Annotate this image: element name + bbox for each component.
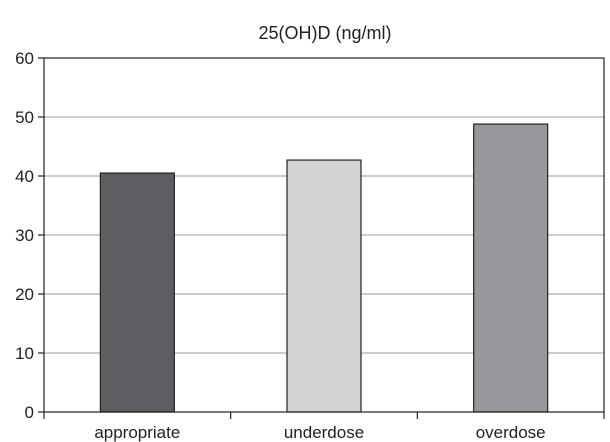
plot-frame <box>43 57 605 413</box>
y-tick-label-0: 0 <box>25 403 34 422</box>
y-tick-label-30: 30 <box>15 226 34 245</box>
bars <box>99 123 549 413</box>
x-category-label-overdose: overdose <box>476 423 546 442</box>
bar-underdose <box>286 159 362 413</box>
y-tick-label-10: 10 <box>15 344 34 363</box>
x-category-label-underdose: underdose <box>284 423 364 442</box>
bar-overdose <box>473 123 549 413</box>
x-category-label-appropriate: appropriate <box>94 423 180 442</box>
axes <box>38 57 605 419</box>
chart-title: 25(OH)D (ng/ml) <box>258 23 391 43</box>
y-tick-label-20: 20 <box>15 285 34 304</box>
axis-labels: 0 10 20 30 40 50 60 appropriate underdose overdos… <box>15 49 546 442</box>
y-tick-label-60: 60 <box>15 49 34 68</box>
bar-appropriate <box>99 172 175 413</box>
y-tick-label-40: 40 <box>15 167 34 186</box>
y-tick-label-50: 50 <box>15 108 34 127</box>
